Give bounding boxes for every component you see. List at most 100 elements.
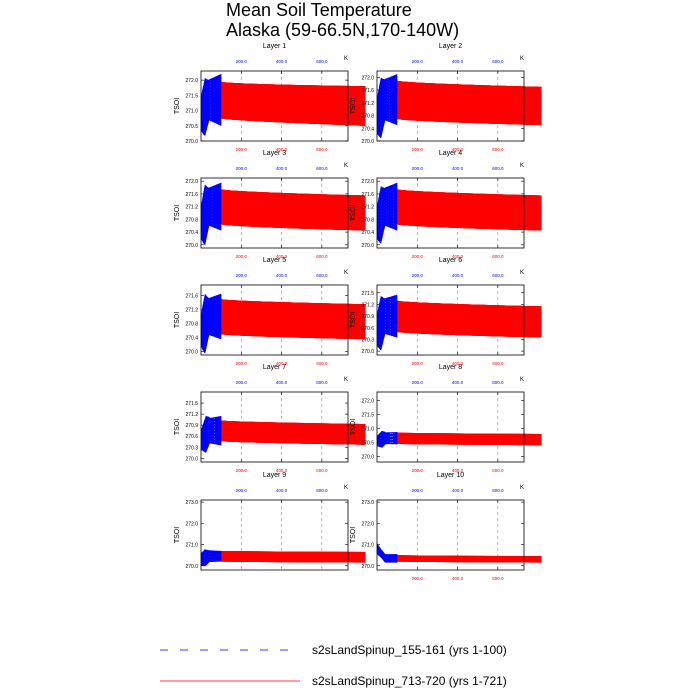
y-axis-label: TSOI [174, 205, 181, 221]
panel-title: Layer 1 [263, 43, 286, 50]
plot-frame [200, 499, 349, 571]
x-tick-label-bottom: 400.0 [276, 147, 288, 152]
x-tick-label-bottom: 200.0 [412, 361, 424, 366]
x-tick-label-bottom: 200.0 [412, 468, 424, 473]
y-tick-label: 270.8 [361, 114, 374, 120]
x-tick-label-top: 400.0 [452, 166, 464, 171]
series-line-2 [220, 189, 366, 231]
y-tick-label: 270.8 [185, 217, 198, 223]
series-line-1 [376, 182, 398, 244]
panel-10: Layer 10 K TSOI 270.0 271.0 272.0 273.0 200.0 40… [350, 472, 542, 581]
y-tick-label: 271.6 [361, 88, 374, 94]
y-tick-label: 272.0 [361, 179, 374, 185]
y-tick-label: 271.5 [361, 412, 374, 418]
series-line-1 [376, 543, 398, 563]
series-line-1 [200, 415, 222, 453]
y-axis-label: TSOI [174, 98, 181, 114]
y-tick-label: 272.0 [361, 75, 374, 81]
y-axis-label: TSOI [174, 527, 181, 543]
x-tick-label-top: 600.0 [316, 380, 328, 385]
y-tick-label: 270.9 [361, 314, 374, 320]
y-tick-label: 270.0 [361, 349, 374, 355]
y-tick-label: 270.9 [185, 423, 198, 429]
y-axis-label: TSOI [174, 419, 181, 435]
x-tick-label-top: 600.0 [492, 59, 504, 64]
y-tick-label: 270.3 [361, 337, 374, 343]
x-tick-label-bottom: 200.0 [236, 468, 248, 473]
panel-2: Layer 2 K TSOI 270.0 270.4 270.8 271.2 271.6 272… [350, 43, 542, 152]
x-tick-label-top: 600.0 [316, 273, 328, 278]
x-tick-label-bottom: 600.0 [492, 576, 504, 581]
y-axis-label: TSOI [350, 312, 357, 328]
x-tick-label-bottom: 600.0 [316, 361, 328, 366]
y-tick-label: 272.0 [361, 521, 374, 527]
y-tick-label: 270.8 [185, 322, 198, 328]
x-tick-label-top: 200.0 [236, 380, 248, 385]
x-tick-label-bottom: 400.0 [452, 361, 464, 366]
y-axis-label: TSOI [350, 205, 357, 221]
x-tick-label-top: 200.0 [236, 273, 248, 278]
series-line-2 [396, 189, 542, 231]
x-tick-label-top: 400.0 [452, 273, 464, 278]
legend-swatch-dashed-blue [160, 649, 300, 651]
x-tick-label-top: 600.0 [316, 166, 328, 171]
x-tick-label-top: 600.0 [492, 380, 504, 385]
panel-1: Layer 1 K TSOI 270.0 270.5 271.0 271.5 272.0 200… [174, 43, 366, 152]
x-tick-label-top: 400.0 [452, 380, 464, 385]
y-tick-label: 270.0 [185, 139, 198, 145]
top-axis-unit: K [344, 56, 348, 62]
x-tick-label-bottom: 600.0 [492, 254, 504, 259]
y-axis-label: TSOI [174, 312, 181, 328]
chart-title-line-1: Mean Soil Temperature [226, 0, 412, 20]
y-tick-label: 273.0 [185, 500, 198, 506]
x-tick-label-top: 600.0 [492, 273, 504, 278]
top-axis-unit: K [344, 377, 348, 383]
x-tick-label-bottom: 400.0 [276, 361, 288, 366]
plot-frame [376, 391, 525, 463]
y-tick-label: 271.0 [361, 426, 374, 432]
y-tick-label: 271.6 [185, 294, 198, 300]
y-tick-label: 273.0 [361, 500, 374, 506]
panel-title: Layer 9 [263, 472, 286, 479]
top-axis-unit: K [520, 270, 524, 276]
panel-title: Layer 8 [439, 364, 462, 371]
plot-frame [200, 177, 349, 249]
series-line-1 [200, 549, 222, 567]
y-tick-label: 271.5 [361, 291, 374, 297]
y-tick-label: 270.0 [361, 564, 374, 570]
panel-3: Layer 3 K TSOI 270.0 270.4 270.8 271.2 271.6 272… [174, 150, 366, 259]
x-tick-label-bottom: 400.0 [452, 147, 464, 152]
y-tick-label: 270.3 [185, 445, 198, 451]
x-tick-label-top: 200.0 [412, 273, 424, 278]
series-line-1 [376, 430, 398, 448]
x-tick-label-bottom: 400.0 [452, 576, 464, 581]
panel-6: Layer 6 K TSOI 270.0 270.3 270.6 270.9 271.2 271… [350, 257, 542, 366]
x-tick-label-bottom: 400.0 [452, 468, 464, 473]
y-tick-label: 272.0 [185, 521, 198, 527]
y-tick-label: 271.5 [185, 401, 198, 407]
x-tick-label-bottom: 600.0 [316, 254, 328, 259]
y-tick-label: 270.6 [361, 326, 374, 332]
y-tick-label: 271.0 [185, 543, 198, 549]
y-tick-label: 271.2 [361, 101, 374, 107]
series-line-2 [396, 300, 542, 338]
x-tick-label-bottom: 200.0 [236, 147, 248, 152]
panel-5: Layer 5 K TSOI 270.0 270.4 270.8 271.2 271.6 200… [174, 257, 366, 366]
panel-title: Layer 10 [437, 472, 464, 479]
y-tick-label: 270.4 [185, 230, 198, 236]
x-tick-label-top: 400.0 [452, 59, 464, 64]
y-tick-label: 271.2 [361, 302, 374, 308]
top-axis-unit: K [520, 56, 524, 62]
plot-frame [200, 284, 349, 356]
series-line-1 [376, 74, 398, 139]
plot-frame [376, 177, 525, 249]
x-tick-label-bottom: 400.0 [452, 254, 464, 259]
y-tick-label: 270.4 [185, 336, 198, 342]
y-tick-label: 271.2 [185, 412, 198, 418]
x-tick-label-top: 600.0 [316, 59, 328, 64]
series-line-2 [396, 432, 542, 446]
panel-title: Layer 6 [439, 257, 462, 264]
panel-4: Layer 4 K TSOI 270.0 270.4 270.8 271.2 271.6 272… [350, 150, 542, 259]
panel-title: Layer 4 [439, 150, 462, 157]
